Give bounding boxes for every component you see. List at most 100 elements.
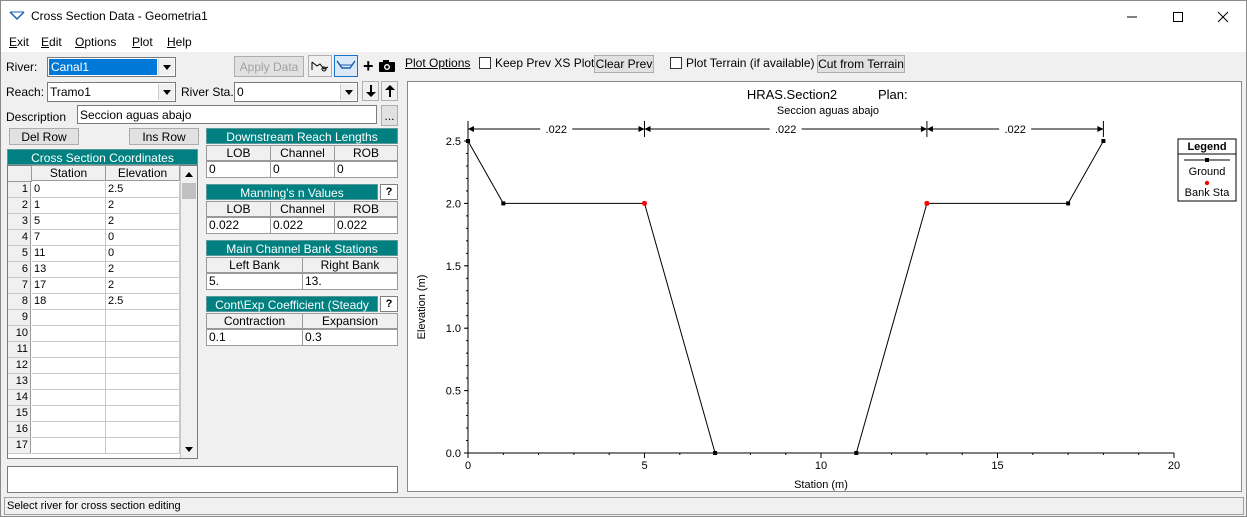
elevation-cell[interactable] [106,342,180,358]
xs-plot-panel[interactable]: HRAS.Section2 Plan: Seccion aguas abajo … [407,81,1242,492]
elevation-cell[interactable]: 2.5 [106,182,180,198]
elevation-cell[interactable] [106,438,180,454]
station-cell[interactable]: 1 [32,198,106,214]
table-row[interactable]: 17 [8,438,180,454]
chevron-down-icon[interactable] [340,84,356,100]
elevation-cell[interactable]: 2.5 [106,294,180,310]
station-cell[interactable]: 11 [32,246,106,262]
del-row-button[interactable]: Del Row [9,128,79,145]
station-cell[interactable] [32,342,106,358]
station-cell[interactable]: 18 [32,294,106,310]
right-bank-input[interactable]: 13. [302,273,398,290]
reach-select[interactable]: Tramo1 [47,82,176,102]
elevation-cell[interactable]: 2 [106,198,180,214]
clear-prev-button[interactable]: Clear Prev [594,55,654,73]
station-cell[interactable] [32,374,106,390]
mannings-rob-input[interactable]: 0.022 [334,217,398,234]
ins-row-button[interactable]: Ins Row [129,128,199,145]
table-row[interactable]: 1 0 2.5 [8,182,180,198]
menu-edit[interactable]: Edit [41,35,62,49]
station-cell[interactable]: 17 [32,278,106,294]
mannings-channel-input[interactable]: 0.022 [270,217,335,234]
table-row[interactable]: 16 [8,422,180,438]
maximize-button[interactable] [1155,1,1201,32]
scroll-up-arrow[interactable] [181,166,197,183]
station-cell[interactable]: 7 [32,230,106,246]
table-row[interactable]: 7 17 2 [8,278,180,294]
station-cell[interactable]: 0 [32,182,106,198]
description-input[interactable]: Seccion aguas abajo [77,105,377,124]
table-row[interactable]: 9 [8,310,180,326]
menu-options[interactable]: Options [75,35,117,49]
chevron-down-icon[interactable] [158,84,174,100]
elevation-column-header[interactable]: Elevation [105,165,180,181]
elevation-cell[interactable]: 0 [106,246,180,262]
station-cell[interactable] [32,358,106,374]
xs-coordinates-table[interactable]: 1 0 2.5 2 1 2 3 5 2 4 7 0 5 11 0 6 13 2 7 17 2 8 18 2.5 9 10 11 12 1… [7,165,198,459]
contexp-help-button[interactable]: ? [380,296,398,312]
river-select[interactable]: Canal1 [47,57,176,77]
station-cell[interactable]: 5 [32,214,106,230]
elevation-cell[interactable] [106,310,180,326]
table-row[interactable]: 12 [8,358,180,374]
elevation-cell[interactable]: 2 [106,214,180,230]
scroll-down-arrow[interactable] [181,441,197,458]
menu-help[interactable]: Help [167,35,192,49]
left-bank-input[interactable]: 5. [206,273,303,290]
cut-from-terrain-button[interactable]: Cut from Terrain [817,55,905,73]
station-cell[interactable]: 13 [32,262,106,278]
table-row[interactable]: 6 13 2 [8,262,180,278]
plot-xs-button[interactable] [334,55,358,77]
next-station-down-button[interactable] [362,81,379,101]
contraction-input[interactable]: 0.1 [206,329,303,346]
reach-lob-input[interactable]: 0 [206,161,271,178]
table-row[interactable]: 5 11 0 [8,246,180,262]
station-cell[interactable] [32,326,106,342]
menu-plot[interactable]: Plot [132,35,153,49]
elevation-cell[interactable] [106,326,180,342]
station-cell[interactable] [32,422,106,438]
station-cell[interactable] [32,438,106,454]
description-ellipsis-button[interactable]: ... [381,105,398,126]
plot-options-link[interactable]: Plot Options [405,56,471,70]
reach-rob-input[interactable]: 0 [334,161,398,178]
river-reach-schematic-button[interactable] [308,55,332,77]
elevation-cell[interactable] [106,406,180,422]
table-row[interactable]: 13 [8,374,180,390]
notes-textarea[interactable] [7,466,398,493]
elevation-cell[interactable]: 2 [106,262,180,278]
add-icon[interactable]: + [363,56,374,76]
elevation-cell[interactable] [106,358,180,374]
expansion-input[interactable]: 0.3 [302,329,398,346]
elevation-cell[interactable]: 2 [106,278,180,294]
station-cell[interactable] [32,310,106,326]
mannings-lob-input[interactable]: 0.022 [206,217,271,234]
scroll-thumb[interactable] [182,183,196,199]
table-row[interactable]: 15 [8,406,180,422]
table-row[interactable]: 8 18 2.5 [8,294,180,310]
elevation-cell[interactable] [106,390,180,406]
camera-icon[interactable] [378,59,396,73]
table-row[interactable]: 14 [8,390,180,406]
plot-terrain-checkbox[interactable] [670,57,682,69]
elevation-cell[interactable] [106,374,180,390]
next-station-up-button[interactable] [381,81,398,101]
reach-channel-input[interactable]: 0 [270,161,335,178]
apply-data-button[interactable]: Apply Data [234,56,304,77]
station-cell[interactable] [32,406,106,422]
mannings-help-button[interactable]: ? [380,184,398,200]
elevation-cell[interactable] [106,422,180,438]
chevron-down-icon[interactable] [158,59,174,75]
minimize-button[interactable] [1109,1,1155,32]
table-row[interactable]: 10 [8,326,180,342]
elevation-cell[interactable]: 0 [106,230,180,246]
xs-chart[interactable]: HRAS.Section2 Plan: Seccion aguas abajo … [408,82,1243,493]
station-cell[interactable] [32,390,106,406]
keep-prev-checkbox[interactable] [479,57,491,69]
river-sta-select[interactable]: 0 [234,82,358,102]
close-button[interactable] [1200,1,1246,32]
menu-exit[interactable]: Exit [9,35,30,49]
